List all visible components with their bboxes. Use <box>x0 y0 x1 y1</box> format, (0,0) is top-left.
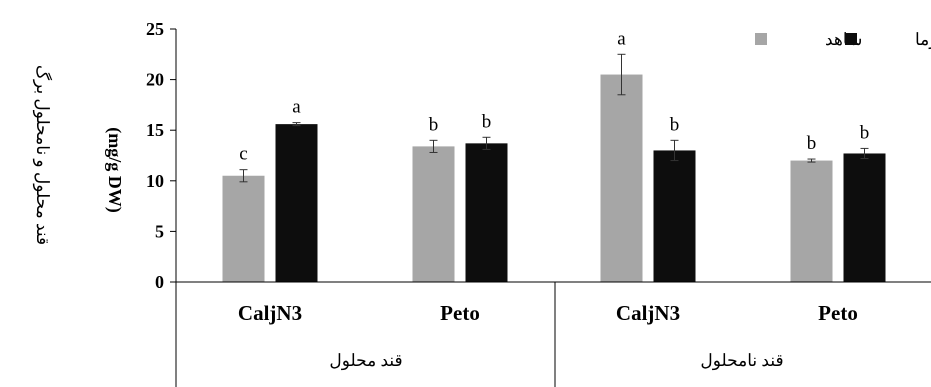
y-tick-label: 20 <box>146 70 164 90</box>
bar <box>653 150 696 282</box>
data-label: b <box>807 133 817 154</box>
data-label: b <box>670 114 680 135</box>
legend-label: سرما <box>915 30 931 50</box>
bar <box>790 160 833 282</box>
data-label: b <box>482 111 492 132</box>
y-axis: 0 5 10 15 20 25 <box>146 19 177 292</box>
category-label: Peto <box>440 301 480 325</box>
category-label: CaljN3 <box>616 301 680 325</box>
bar <box>412 146 455 282</box>
data-label: c <box>239 144 247 165</box>
legend: شاهدسرما <box>755 30 931 50</box>
category-label: Peto <box>818 301 858 325</box>
y-axis-label: (mg/g DW) <box>104 127 125 212</box>
data-label: b <box>429 114 439 135</box>
bar <box>843 153 886 282</box>
data-label: a <box>292 97 301 118</box>
y-tick-label: 25 <box>146 19 164 39</box>
x-axis: CaljN3 Peto CaljN3 Peto قند محلول قند نامحلول <box>175 281 931 387</box>
y-tick-label: 10 <box>146 171 164 191</box>
data-label: b <box>860 122 870 143</box>
bar <box>275 124 318 283</box>
y-tick-label: 15 <box>146 120 164 140</box>
group-label: قند نامحلول <box>700 351 783 371</box>
group-label: قند محلول <box>329 351 402 371</box>
category-label: CaljN3 <box>238 301 302 325</box>
data-label: a <box>617 28 626 49</box>
bar <box>222 175 265 282</box>
bars: c a b b a b b b <box>222 28 886 283</box>
side-title: قند محلول و نامحلول برگ <box>32 65 53 245</box>
y-tick-label: 5 <box>155 221 164 241</box>
y-tick-label: 0 <box>155 272 164 292</box>
legend-swatch <box>845 33 857 45</box>
bar <box>600 74 643 282</box>
y-axis-title: (mg/g DW) <box>104 127 125 212</box>
legend-swatch <box>755 33 767 45</box>
bar <box>465 143 508 282</box>
side-title-text: قند محلول و نامحلول برگ <box>32 65 53 245</box>
